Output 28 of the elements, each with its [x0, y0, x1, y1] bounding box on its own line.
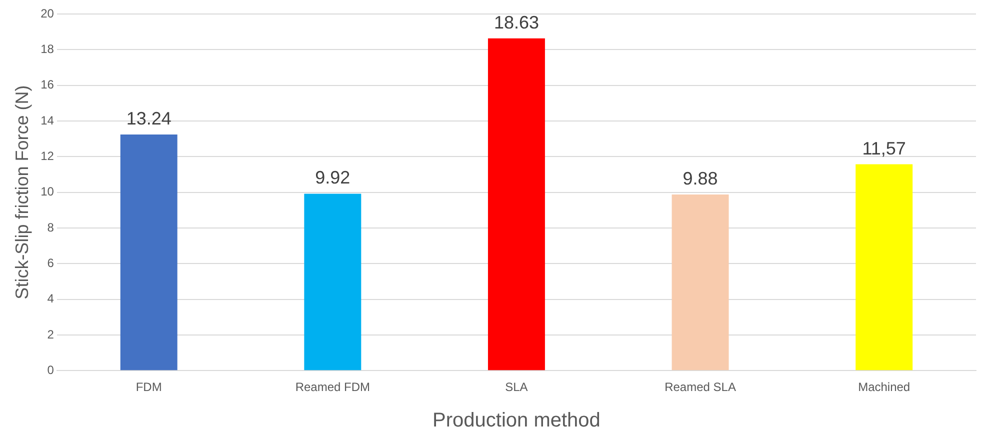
- y-tick-label: 8: [47, 220, 54, 234]
- x-tick-label: Reamed SLA: [664, 380, 736, 394]
- y-tick-label: 10: [40, 184, 54, 199]
- data-label: 13.24: [126, 108, 172, 128]
- x-tick-label: Reamed FDM: [295, 380, 370, 394]
- bar: [856, 164, 913, 370]
- data-label: 11,57: [862, 138, 906, 158]
- bar: [672, 194, 729, 370]
- x-tick-label: FDM: [136, 380, 162, 394]
- y-tick-label: 16: [40, 78, 54, 92]
- bar: [120, 134, 178, 370]
- bar: [304, 194, 362, 370]
- data-label: 9.92: [315, 168, 350, 188]
- y-tick-label: 18: [40, 42, 54, 56]
- y-tick-label: 0: [47, 362, 54, 377]
- data-label: 18.63: [494, 12, 539, 32]
- y-tick-label: 4: [47, 292, 54, 306]
- bar: [488, 38, 545, 370]
- y-tick-label: 20: [40, 6, 54, 20]
- y-tick-label: 2: [47, 327, 54, 342]
- y-axis-title: Stick-Slip friction Force (N): [12, 85, 32, 300]
- data-label: 9.88: [682, 168, 718, 188]
- y-tick-label: 6: [47, 256, 54, 270]
- x-tick-label: Machined: [858, 380, 910, 394]
- x-axis-title: Production method: [432, 410, 600, 432]
- y-tick-label: 14: [40, 113, 54, 128]
- y-tick-label: 12: [40, 148, 54, 163]
- x-tick-label: SLA: [505, 380, 528, 394]
